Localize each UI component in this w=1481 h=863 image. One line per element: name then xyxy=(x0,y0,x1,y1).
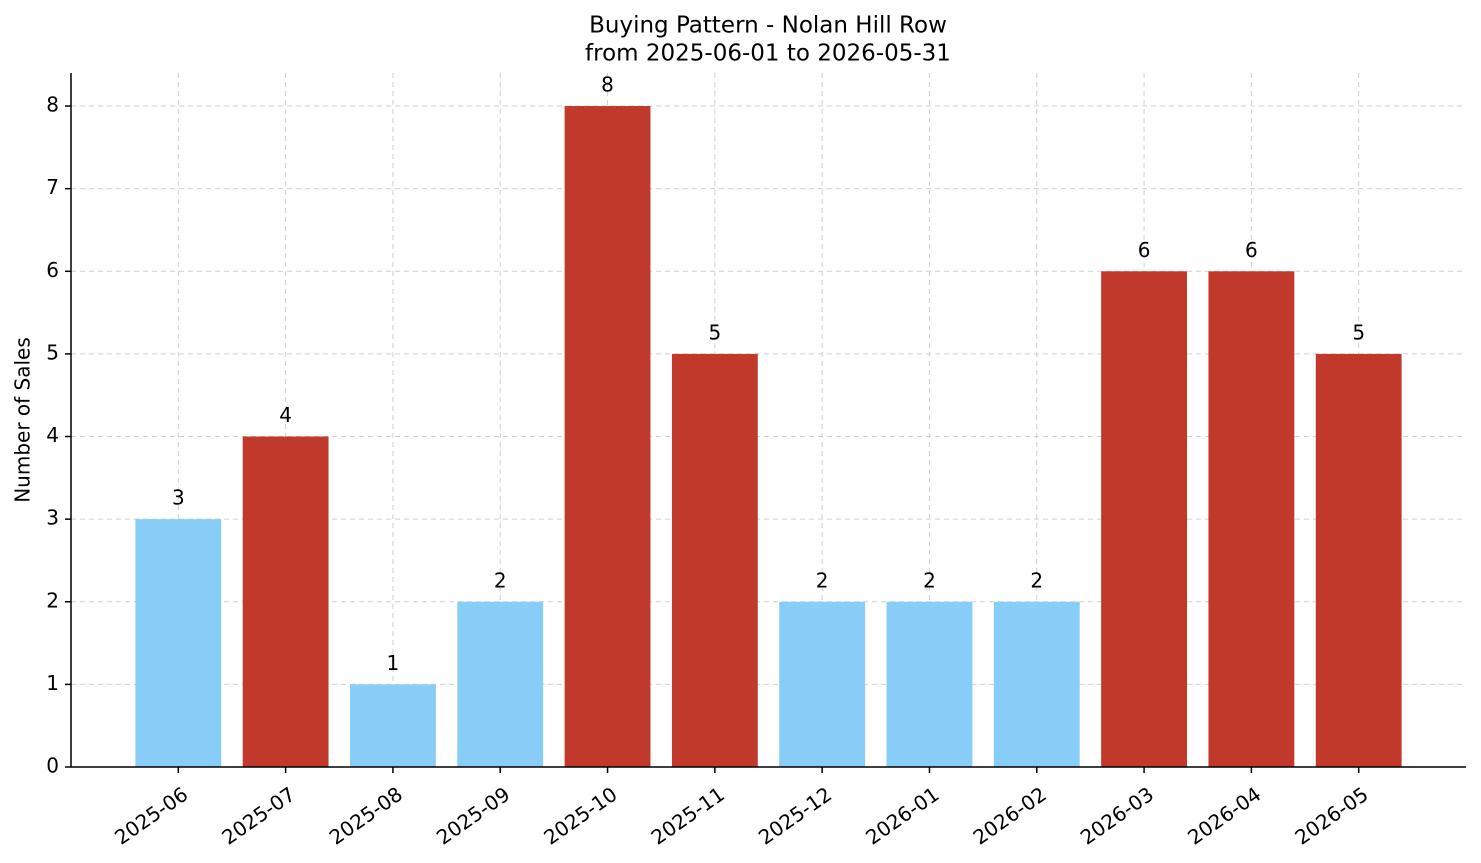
bar xyxy=(671,353,758,767)
data-label: 8 xyxy=(601,73,614,97)
chart-subtitle: from 2025-06-01 to 2026-05-31 xyxy=(585,41,951,67)
x-tick-label: 2026-03 xyxy=(1076,782,1158,850)
y-tick-label: 8 xyxy=(46,93,59,117)
data-label: 3 xyxy=(172,486,185,510)
data-label: 2 xyxy=(494,568,507,592)
data-label: 5 xyxy=(1352,320,1365,344)
x-tick-label: 2025-10 xyxy=(539,782,621,850)
x-tick-label: 2025-08 xyxy=(325,782,407,850)
data-label: 2 xyxy=(816,568,829,592)
data-label: 2 xyxy=(923,568,936,592)
chart-title: Buying Pattern - Nolan Hill Row xyxy=(589,13,947,39)
data-label: 4 xyxy=(279,403,292,427)
x-tick-label: 2025-09 xyxy=(432,782,514,850)
bar xyxy=(1208,271,1295,767)
x-tick-label: 2026-02 xyxy=(969,782,1051,850)
y-tick-label: 5 xyxy=(46,340,59,364)
bar xyxy=(135,519,222,767)
bar xyxy=(993,601,1080,767)
bar xyxy=(350,684,436,767)
y-tick-label: 4 xyxy=(46,423,59,447)
data-label: 6 xyxy=(1245,238,1258,262)
bar xyxy=(457,601,544,767)
x-tick-label: 2025-12 xyxy=(754,782,836,850)
bar xyxy=(886,601,973,767)
y-tick-label: 2 xyxy=(46,588,59,612)
data-label: 5 xyxy=(708,320,721,344)
y-tick-label: 3 xyxy=(46,506,59,530)
x-tick-label: 2025-07 xyxy=(217,782,299,850)
y-tick-label: 1 xyxy=(46,671,59,695)
data-label: 1 xyxy=(387,651,400,675)
bar xyxy=(1101,271,1187,767)
x-tick-label: 2026-04 xyxy=(1183,782,1265,850)
bar xyxy=(564,106,651,768)
bar xyxy=(242,436,329,767)
data-label: 2 xyxy=(1030,568,1043,592)
x-tick-label: 2025-11 xyxy=(647,782,729,850)
x-tick-label: 2026-01 xyxy=(861,782,943,850)
y-axis-label: Number of Sales xyxy=(11,337,35,503)
x-tick-label: 2026-05 xyxy=(1290,782,1372,850)
bar xyxy=(779,601,866,767)
y-tick-label: 0 xyxy=(46,754,59,778)
y-tick-label: 7 xyxy=(46,175,59,199)
y-tick-label: 6 xyxy=(46,258,59,282)
bar xyxy=(1315,353,1402,767)
x-tick-label: 2025-06 xyxy=(110,782,192,850)
data-label: 6 xyxy=(1138,238,1151,262)
